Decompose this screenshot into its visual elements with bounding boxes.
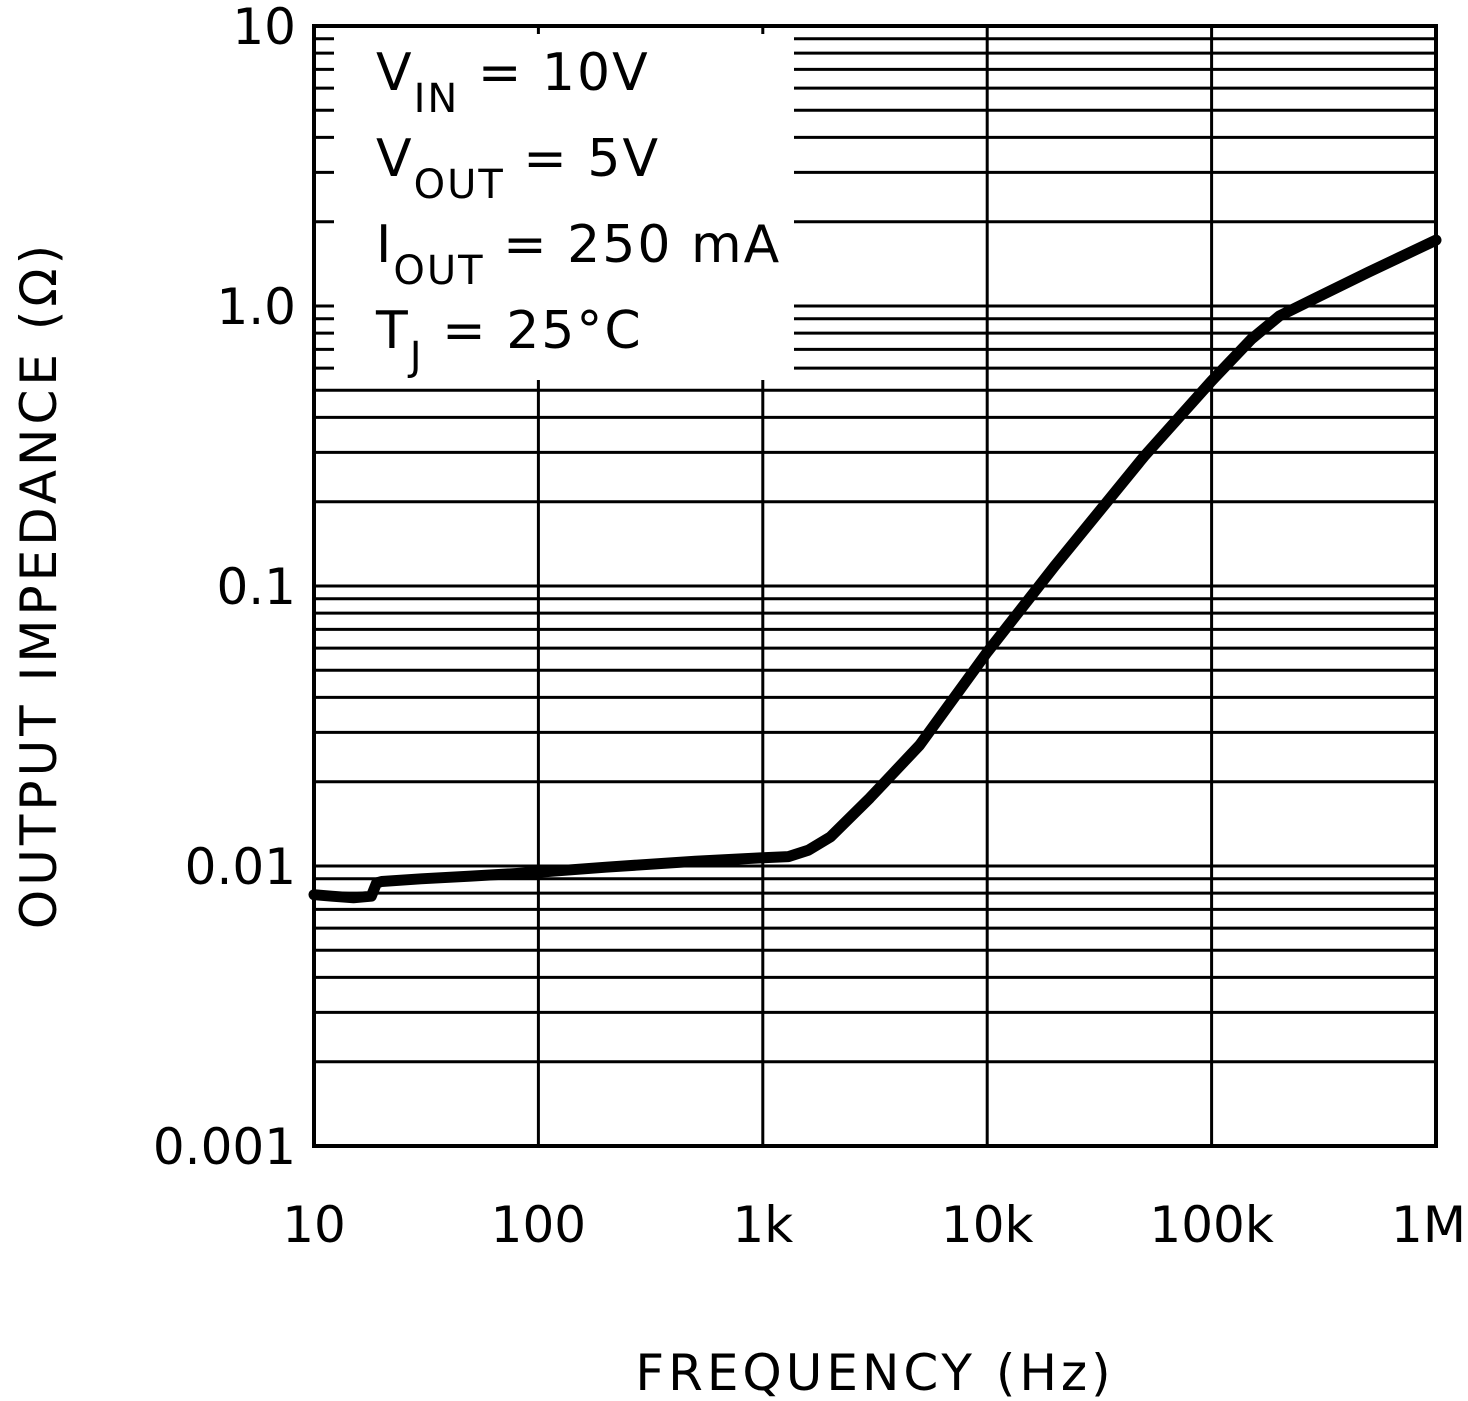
tick-labels: 10 100 1k 10k 100k 1M 10 1.0 0.1 0.01 0.001 xyxy=(153,0,1466,1254)
y-tick-label: 10 xyxy=(232,0,296,56)
y-tick-label: 0.01 xyxy=(185,838,296,896)
x-tick-label: 10 xyxy=(282,1196,346,1254)
conditions-box xyxy=(334,34,794,380)
x-tick-label: 1k xyxy=(732,1196,793,1254)
x-tick-label: 100k xyxy=(1149,1196,1273,1254)
condition-line: TJ = 25°C xyxy=(375,301,643,380)
condition-line: VOUT = 5V xyxy=(376,129,660,208)
y-axis-title: OUTPUT IMPEDANCE (Ω) xyxy=(10,241,68,929)
x-axis-title: FREQUENCY (Hz) xyxy=(635,1344,1114,1401)
y-tick-label: 0.1 xyxy=(216,558,296,616)
x-tick-label: 100 xyxy=(491,1196,586,1254)
x-tick-label: 1M xyxy=(1391,1196,1466,1254)
series-layer xyxy=(308,234,1442,904)
plot-frame xyxy=(312,24,1438,1148)
condition-line: VIN = 10V xyxy=(376,43,650,122)
y-tick-label: 0.001 xyxy=(153,1118,296,1176)
series-line-output-impedance xyxy=(308,234,1442,904)
plot-border xyxy=(312,24,1438,1148)
y-tick-label: 1.0 xyxy=(216,278,296,336)
grid xyxy=(314,26,1436,1148)
x-tick-label: 10k xyxy=(941,1196,1034,1254)
condition-line: IOUT = 250 mA xyxy=(376,215,781,294)
